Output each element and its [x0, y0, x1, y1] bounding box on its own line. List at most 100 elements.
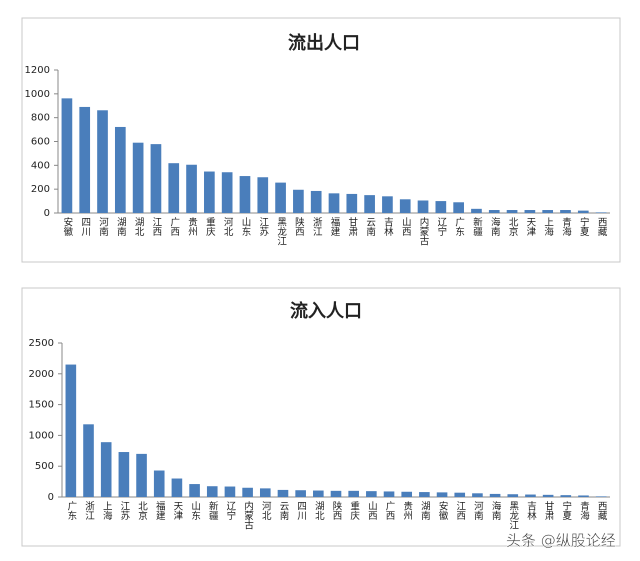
bar — [295, 490, 306, 497]
bar — [150, 144, 162, 213]
bar — [83, 424, 94, 497]
bar — [525, 494, 536, 497]
x-tick-label: 广东 — [453, 216, 465, 236]
x-tick-label: 安徽 — [61, 216, 73, 237]
bar — [153, 470, 165, 497]
x-tick-label: 黑龙江 — [507, 501, 519, 530]
x-tick-label: 浙江 — [311, 216, 323, 237]
bar — [65, 364, 77, 497]
x-tick-label: 湖南 — [115, 217, 127, 236]
bar — [435, 201, 447, 213]
y-tick-label: 1200 — [25, 65, 50, 76]
x-tick-label: 青海 — [578, 500, 590, 521]
x-tick-label: 湖北 — [313, 501, 325, 521]
y-tick-label: 1000 — [25, 89, 50, 100]
x-tick-label: 天津 — [524, 217, 536, 237]
bar — [383, 491, 395, 497]
bar — [313, 490, 324, 497]
x-tick-label: 湖北 — [133, 217, 145, 237]
bar — [189, 484, 200, 497]
x-tick-label: 天津 — [171, 501, 183, 521]
bar — [417, 200, 429, 213]
y-tick-label: 400 — [31, 160, 50, 171]
x-tick-label: 广西 — [168, 216, 180, 237]
bar — [560, 495, 572, 497]
panel — [21, 287, 621, 547]
bar — [542, 210, 554, 213]
bar — [401, 491, 413, 497]
bar — [328, 193, 340, 213]
x-tick-label: 辽宁 — [224, 500, 236, 520]
watermark: 头条 @纵股论经 — [506, 532, 616, 550]
x-tick-label: 新疆 — [471, 216, 483, 237]
bar — [436, 492, 448, 497]
x-tick-label: 甘肃 — [346, 216, 358, 237]
x-tick-label: 内蒙古 — [242, 500, 254, 530]
bar — [399, 199, 411, 213]
y-tick-label: 800 — [31, 113, 50, 124]
x-tick-label: 甘肃 — [543, 500, 555, 521]
bar — [366, 491, 377, 497]
bar — [507, 494, 519, 497]
x-tick-label: 北京 — [136, 501, 148, 521]
x-tick-label: 北京 — [507, 217, 519, 237]
bar — [204, 171, 215, 213]
y-tick-label: 200 — [31, 184, 50, 195]
x-tick-label: 四川 — [295, 501, 307, 520]
bar — [186, 164, 197, 213]
x-tick-label: 广东 — [65, 500, 77, 520]
bar — [560, 210, 571, 213]
bar — [259, 488, 271, 497]
x-tick-label: 江西 — [454, 501, 466, 521]
bar — [577, 210, 589, 213]
x-tick-label: 山西 — [400, 217, 412, 237]
chart-title: 流入人口 — [290, 300, 362, 322]
x-tick-label: 河南 — [97, 216, 109, 236]
x-tick-label: 青海 — [560, 216, 572, 237]
bar — [171, 478, 183, 497]
x-tick-label: 浙江 — [83, 500, 95, 521]
bar — [348, 490, 359, 497]
x-tick-label: 陕西 — [331, 500, 343, 521]
y-tick-label: 1000 — [29, 430, 54, 441]
x-tick-label: 宁夏 — [560, 500, 572, 520]
bar — [453, 202, 464, 213]
x-tick-label: 海南 — [490, 500, 502, 520]
bar — [118, 452, 130, 497]
x-tick-label: 吉林 — [382, 217, 394, 237]
bar — [330, 490, 342, 497]
x-tick-label: 湖南 — [419, 501, 431, 520]
bar — [578, 495, 589, 497]
x-tick-label: 新疆 — [207, 500, 219, 521]
x-tick-label: 云南 — [364, 217, 376, 236]
x-tick-label: 宁夏 — [578, 216, 590, 236]
bar — [524, 210, 536, 213]
bar — [471, 208, 482, 213]
bar — [489, 493, 501, 497]
bar — [97, 110, 108, 213]
x-tick-label: 四川 — [79, 217, 91, 236]
bar — [293, 189, 304, 213]
x-tick-label: 吉林 — [525, 501, 537, 521]
bar — [542, 494, 554, 497]
x-tick-label: 福建 — [329, 216, 341, 237]
y-tick-label: 1500 — [29, 400, 54, 411]
y-tick-label: 600 — [31, 137, 50, 148]
x-tick-label: 河北 — [222, 216, 234, 237]
bar — [595, 496, 607, 497]
bar — [257, 177, 269, 213]
y-tick-label: 500 — [35, 461, 54, 472]
bar — [472, 493, 483, 497]
x-tick-label: 西藏 — [596, 501, 608, 521]
x-tick-label: 黑龙江 — [275, 217, 287, 246]
x-tick-label: 重庆 — [204, 216, 216, 237]
bar — [310, 190, 322, 213]
x-tick-label: 江苏 — [118, 501, 130, 521]
bar — [382, 196, 393, 213]
x-tick-label: 山东 — [189, 501, 201, 520]
bar — [136, 453, 147, 497]
bar — [275, 182, 286, 213]
bar — [61, 98, 73, 213]
